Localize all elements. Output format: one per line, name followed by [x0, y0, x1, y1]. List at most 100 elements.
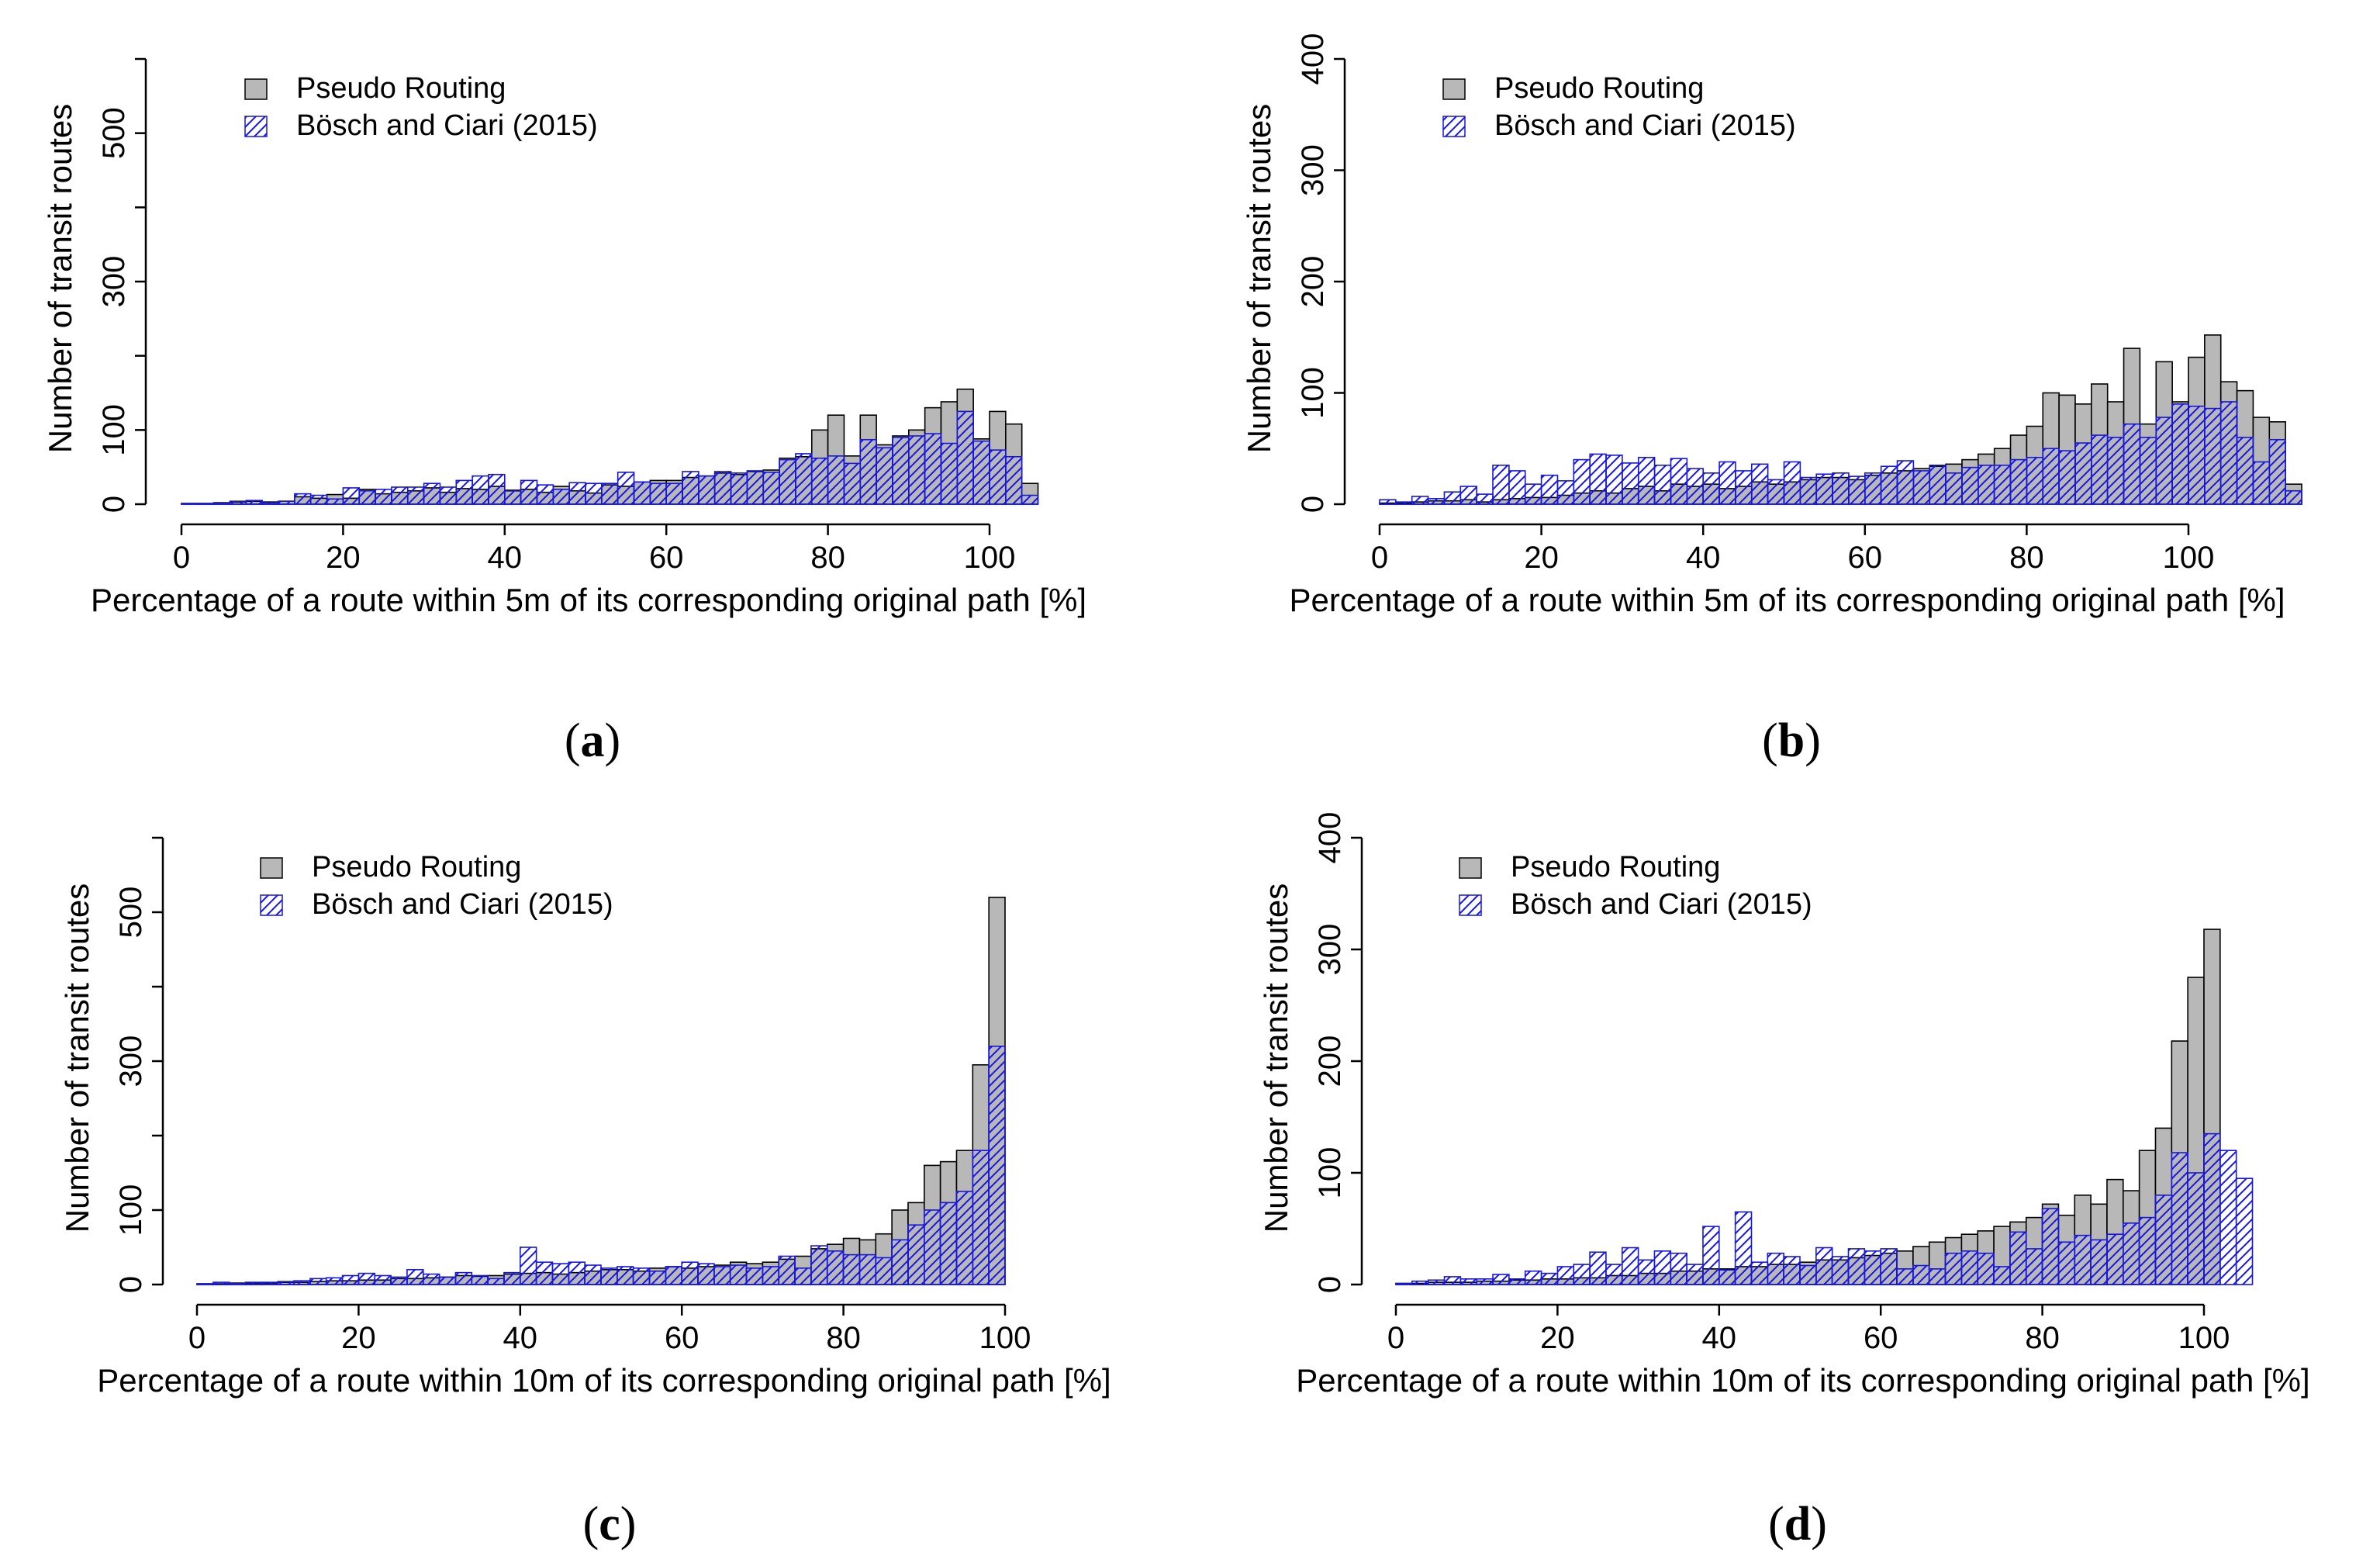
bar-bosch-ciari [584, 1264, 602, 1285]
bar-bosch-ciari [1573, 458, 1591, 505]
bar-bosch-ciari [1589, 1251, 1607, 1285]
bar-bosch-ciari [955, 1191, 974, 1285]
bar-bosch-ciari [341, 1274, 360, 1285]
bar-bosch-ciari [2041, 1208, 2060, 1285]
x-tick-label: 60 [1848, 541, 1883, 575]
bar-bosch-ciari [745, 1267, 764, 1285]
bar-bosch-ciari [2042, 448, 2060, 505]
bar-bosch-ciari [1443, 491, 1462, 505]
bar-bosch-ciari [1896, 1268, 1914, 1285]
bar-bosch-ciari [729, 1264, 748, 1285]
y-axis-label: Number of transit routes [1258, 884, 1294, 1233]
bar-bosch-ciari [2106, 1233, 2124, 1285]
bar-bosch-ciari [649, 482, 667, 505]
bar-bosch-ciari [261, 502, 279, 505]
x-tick-label: 100 [2163, 541, 2215, 575]
bar-bosch-ciari [762, 472, 780, 505]
bar-bosch-ciari [519, 1247, 537, 1285]
bar-bosch-ciari [1492, 464, 1510, 505]
bar-bosch-ciari [1605, 1264, 1623, 1285]
bar-bosch-ciari [535, 1261, 554, 1285]
y-tick-label: 0 [97, 496, 131, 513]
x-tick-label: 20 [326, 541, 361, 575]
bar-bosch-ciari [875, 1257, 893, 1285]
x-tick-label: 40 [503, 1321, 538, 1355]
bar-bosch-ciari [342, 487, 361, 505]
bar-bosch-ciari [1977, 1252, 1995, 1285]
bar-bosch-ciari [988, 1046, 1006, 1285]
bar-bosch-ciari [1912, 1264, 1930, 1285]
x-tick-label: 20 [1524, 541, 1559, 575]
legend-label-pseudo: Pseudo Routing [296, 72, 506, 105]
bar-bosch-ciari [1767, 479, 1785, 505]
x-tick-label: 60 [649, 541, 684, 575]
y-tick-label: 400 [1296, 33, 1330, 85]
bar-bosch-ciari [423, 482, 441, 505]
bar-bosch-ciari [810, 457, 829, 505]
y-tick-label: 100 [1296, 367, 1330, 419]
bar-bosch-ciari [924, 1209, 941, 1285]
bar-bosch-ciari [390, 1276, 408, 1285]
x-axis-label: Percentage of a route within 10m of its … [1296, 1362, 2309, 1399]
bar-bosch-ciari [1589, 453, 1607, 505]
bar-bosch-ciari [245, 500, 263, 505]
bar-bosch-ciari [648, 1270, 667, 1285]
bar-bosch-ciari [1719, 461, 1736, 505]
x-tick-label: 60 [665, 1321, 699, 1355]
bar-bosch-ciari [682, 471, 699, 505]
bar-bosch-ciari [212, 502, 231, 505]
bar-bosch-ciari [1005, 455, 1023, 505]
bar-bosch-ciari [196, 1283, 214, 1285]
x-tick-label: 40 [1702, 1321, 1737, 1355]
bar-bosch-ciari [2219, 1150, 2237, 1285]
bar-bosch-ciari [2204, 407, 2222, 505]
bar-bosch-ciari [908, 435, 926, 505]
bar-bosch-ciari [779, 458, 796, 505]
bar-bosch-ciari [1622, 462, 1639, 505]
y-tick-label: 300 [1296, 144, 1330, 196]
bar-bosch-ciari [1443, 1276, 1462, 1285]
bar-bosch-ciari [1734, 1211, 1753, 1285]
bar-bosch-ciari [1767, 1252, 1784, 1285]
bar-bosch-ciari [2074, 442, 2092, 505]
x-axis-label: Percentage of a route within 10m of its … [97, 1362, 1111, 1399]
bar-bosch-ciari [454, 1271, 473, 1285]
bar-bosch-ciari [1508, 1278, 1526, 1285]
bar-bosch-ciari [568, 482, 586, 505]
bar-bosch-ciari [2203, 1132, 2221, 1285]
bar-bosch-ciari [1750, 1261, 1769, 1285]
y-axis-label: Number of transit routes [42, 104, 78, 454]
legend-swatch-pseudo [1442, 78, 1466, 100]
bar-bosch-ciari [1686, 1264, 1704, 1285]
bar-bosch-ciari [1686, 468, 1705, 505]
bar-bosch-ciari [1492, 1274, 1510, 1285]
x-tick-label: 40 [488, 541, 523, 575]
bar-bosch-ciari [1411, 1280, 1429, 1285]
bar-bosch-ciari [181, 503, 199, 505]
bar-bosch-ciari [1735, 470, 1753, 505]
legend-swatch-pseudo [1459, 857, 1482, 879]
bar-bosch-ciari [2219, 401, 2238, 505]
chart-panel-a: 0 100 300 500 0 20 40 60 80 100 Percentage of a ro… [42, 57, 1086, 767]
bar-bosch-ciari [1945, 472, 1963, 505]
bar-bosch-ciari [406, 486, 425, 505]
bar-bosch-ciari [471, 1274, 489, 1285]
x-tick-label: 0 [1371, 541, 1388, 575]
bar-bosch-ciari [907, 1224, 925, 1285]
bar-bosch-ciari [2009, 458, 2028, 505]
bar-bosch-ciari [2057, 1241, 2076, 1285]
bar-bosch-ciari [2236, 437, 2254, 505]
bar-bosch-ciari [503, 1271, 521, 1285]
legend-label-bosch: Bösch and Ciari (2015) [296, 109, 598, 142]
x-tick-label: 100 [2178, 1321, 2230, 1355]
bar-bosch-ciari [2091, 434, 2109, 505]
bar-bosch-ciari [681, 1261, 699, 1285]
bar-bosch-ciari [1993, 1266, 2011, 1285]
x-tick-label: 60 [1864, 1321, 1898, 1355]
bar-bosch-ciari [665, 1266, 682, 1285]
bar-bosch-ciari [697, 1263, 715, 1285]
bar-bosch-ciari [2171, 1152, 2188, 1285]
bar-bosch-ciari [552, 489, 570, 505]
bar-bosch-ciari [503, 489, 522, 505]
